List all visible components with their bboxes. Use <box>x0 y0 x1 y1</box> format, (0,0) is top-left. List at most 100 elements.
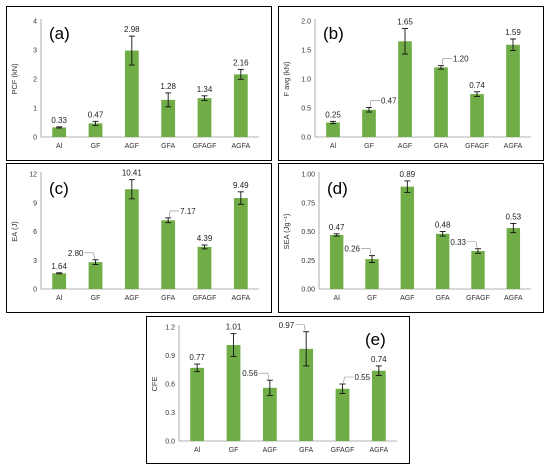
y-tick-label: 1.0 <box>301 77 311 84</box>
data-label: 9.49 <box>233 181 249 190</box>
data-label: 0.33 <box>51 116 67 125</box>
y-tick-label: 1.00 <box>301 172 315 179</box>
x-tick-label: AGFA <box>504 295 523 302</box>
label-leader-line <box>369 100 380 107</box>
x-tick-label: GFAGF <box>193 143 217 150</box>
bar <box>262 387 277 441</box>
y-tick-label: 0.00 <box>301 287 315 294</box>
y-tick-label: 0.5 <box>301 106 311 113</box>
bar <box>400 186 415 289</box>
label-leader-line <box>441 58 452 65</box>
y-tick-label: 1 <box>33 106 37 113</box>
x-tick-label: GF <box>229 447 239 454</box>
data-label: 2.80 <box>68 249 84 258</box>
data-label: 0.47 <box>88 110 104 119</box>
bar <box>161 220 176 289</box>
bar <box>226 345 241 441</box>
x-tick-label: Al <box>56 143 63 150</box>
bar <box>88 262 103 289</box>
x-tick-label: AGF <box>400 295 414 302</box>
x-tick-label: AGFA <box>504 143 523 150</box>
data-label: 1.34 <box>197 85 213 94</box>
x-tick-label: AGF <box>125 295 139 302</box>
y-tick-label: 9 <box>33 200 37 207</box>
x-tick-label: GFA <box>161 295 175 302</box>
x-tick-label: GF <box>364 143 374 150</box>
data-label: 0.26 <box>344 245 360 254</box>
bar <box>470 94 484 137</box>
x-tick-label: GFA <box>434 143 448 150</box>
panel-label: (d) <box>327 179 348 198</box>
data-label: 1.59 <box>505 28 521 37</box>
bar <box>88 123 103 137</box>
x-tick-label: GFAGF <box>193 295 217 302</box>
y-tick-label: 2 <box>33 77 37 84</box>
label-leader-line <box>84 252 95 259</box>
chart-svg-c: 0 3 6 9 12 EA (J) (c) Al 1.64 GF 2.80 AGF 10.41 GFA 7.… <box>10 169 259 302</box>
x-tick-label: AGFA <box>369 447 388 454</box>
label-leader-line <box>258 372 270 380</box>
y-tick-label: 3 <box>33 48 37 55</box>
x-tick-label: AGFA <box>231 295 250 302</box>
x-tick-label: GFA <box>161 143 175 150</box>
x-tick-label: Al <box>330 143 337 150</box>
data-label: 0.74 <box>469 81 485 90</box>
label-leader-line <box>467 241 478 248</box>
bar <box>506 44 520 137</box>
y-tick-label: 0.0 <box>301 135 311 142</box>
data-label: 0.74 <box>371 355 387 364</box>
bar <box>124 50 139 137</box>
bar <box>326 122 340 137</box>
bar <box>161 99 176 137</box>
y-axis-label: SEA (Jg⁻¹) <box>282 213 291 250</box>
x-tick-label: GFAGF <box>465 143 489 150</box>
x-tick-label: GFA <box>436 295 450 302</box>
bar <box>398 41 412 137</box>
panel-label: (c) <box>49 179 69 198</box>
y-axis-label: F avg (kN) <box>282 61 291 97</box>
x-tick-label: Al <box>334 295 341 302</box>
data-label: 0.89 <box>400 170 416 179</box>
data-label: 1.01 <box>226 323 242 332</box>
bar <box>190 367 205 441</box>
label-leader-line <box>295 324 306 331</box>
bar <box>506 228 521 289</box>
data-label: 1.64 <box>51 262 67 271</box>
y-tick-label: 0.50 <box>301 229 315 236</box>
data-label: 0.56 <box>242 369 258 378</box>
label-leader-line <box>343 376 354 384</box>
bar <box>52 127 67 137</box>
x-tick-label: GF <box>367 295 377 302</box>
y-tick-label: 0.6 <box>165 382 175 389</box>
panel-label: (b) <box>323 24 344 43</box>
bar <box>434 67 448 137</box>
y-tick-label: 0 <box>33 135 37 142</box>
y-tick-label: 0.25 <box>301 258 315 265</box>
bar <box>335 388 350 441</box>
chart-svg-b: 0.0 0.5 1.0 1.5 2.0 F avg (kN) (b) Al 0.25 GF 0.47… <box>282 18 531 150</box>
label-leader-line <box>361 248 372 255</box>
y-tick-label: 12 <box>29 172 37 179</box>
panel-label: (e) <box>365 330 386 349</box>
x-tick-label: AGF <box>125 143 139 150</box>
bar <box>233 74 248 137</box>
y-tick-label: 3 <box>33 258 37 265</box>
chart-svg-a: 0 1 2 3 4 PCF (kN) (a) Al 0.33 GF 0.47 AGF 2.98 GFA 1.… <box>10 19 259 150</box>
data-label: 0.47 <box>329 223 345 232</box>
data-label: 4.39 <box>197 234 213 243</box>
data-label: 0.25 <box>325 110 341 119</box>
y-axis-label: EA (J) <box>10 221 19 242</box>
x-tick-label: GFAGF <box>466 295 490 302</box>
x-tick-label: GFA <box>299 447 313 454</box>
x-tick-label: Al <box>194 447 201 454</box>
data-label: 0.47 <box>381 96 397 105</box>
x-tick-label: AGFA <box>231 143 250 150</box>
bar <box>329 234 344 289</box>
bar <box>197 246 212 289</box>
bar <box>299 348 314 441</box>
chart-panel-c: 0 3 6 9 12 EA (J) (c) Al 1.64 GF 2.80 AGF 10.41 GFA 7.… <box>6 163 272 313</box>
data-label: 2.16 <box>233 58 249 67</box>
y-tick-label: 4 <box>33 19 37 26</box>
data-label: 2.98 <box>124 25 140 34</box>
bar <box>365 259 379 289</box>
